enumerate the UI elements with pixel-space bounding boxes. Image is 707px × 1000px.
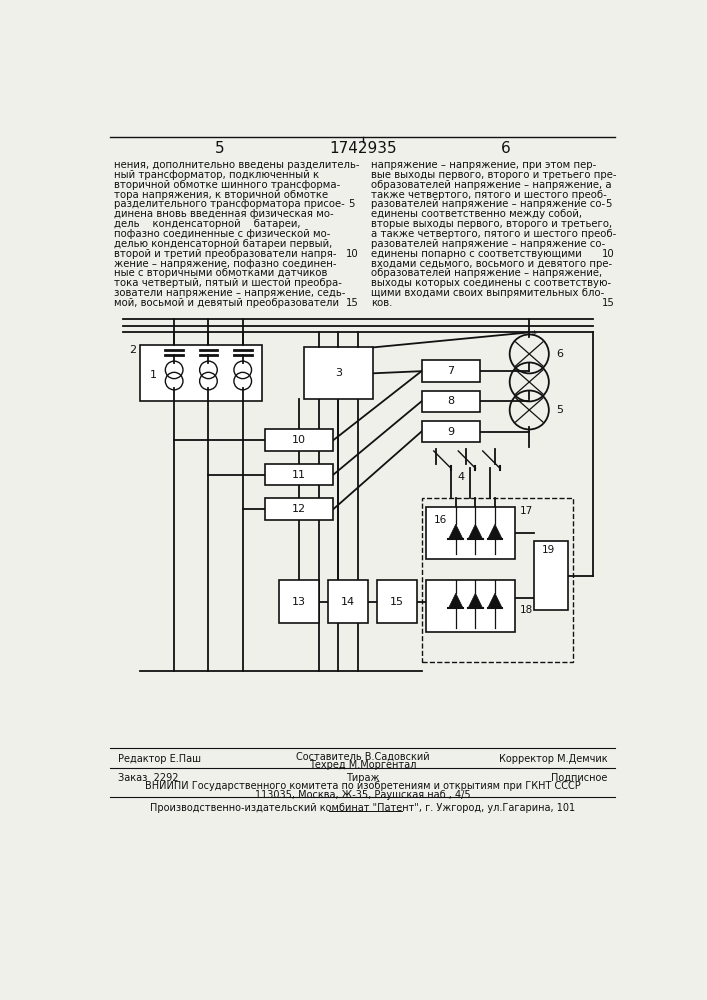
Bar (304, 347, 373, 399)
Text: 1742935: 1742935 (329, 141, 397, 156)
Text: 4: 4 (457, 472, 464, 482)
Text: 13: 13 (292, 597, 306, 607)
Text: тора напряжения, к вторичной обмотке: тора напряжения, к вторичной обмотке (114, 190, 328, 200)
Text: 19: 19 (542, 545, 555, 555)
Text: динена вновь введенная физическая мо-: динена вновь введенная физическая мо- (114, 209, 334, 219)
Text: а также четвертого, пятого и шестого преоб-: а также четвертого, пятого и шестого пре… (371, 229, 617, 239)
Text: Корректор М.Демчик: Корректор М.Демчик (499, 754, 607, 764)
Text: 11: 11 (292, 470, 306, 480)
Text: образователей напряжение – напряжение,: образователей напряжение – напряжение, (371, 268, 602, 278)
Text: ков.: ков. (371, 298, 392, 308)
Text: ВНИИПИ Государственного комитета по изобретениям и открытиям при ГКНТ СССР: ВНИИПИ Государственного комитета по изоб… (145, 781, 580, 791)
Text: 5: 5 (216, 141, 225, 156)
Polygon shape (448, 524, 463, 539)
Text: 5: 5 (605, 199, 612, 209)
Text: вторые выходы первого, второго и третьего,: вторые выходы первого, второго и третьег… (371, 219, 612, 229)
Bar (421, 391, 480, 412)
Text: щими входами своих выпрямительных бло-: щими входами своих выпрямительных бло- (371, 288, 604, 298)
Text: 5: 5 (349, 199, 355, 209)
Text: 15: 15 (602, 298, 615, 308)
Bar (264, 429, 333, 451)
Text: 1: 1 (150, 370, 157, 380)
Text: 10: 10 (346, 249, 358, 259)
Text: единены соответственно между собой,: единены соответственно между собой, (371, 209, 583, 219)
Text: 3: 3 (334, 368, 341, 378)
Bar (378, 580, 416, 623)
Bar (421, 421, 480, 442)
Text: 6: 6 (501, 141, 510, 156)
Text: 15: 15 (390, 597, 404, 607)
Text: 2: 2 (129, 345, 136, 355)
Text: делью конденсаторной батареи первый,: делью конденсаторной батареи первый, (114, 239, 332, 249)
Text: тока четвертый, пятый и шестой преобра-: тока четвертый, пятый и шестой преобра- (114, 278, 341, 288)
Text: выходы которых соединены с соответствую-: выходы которых соединены с соответствую- (371, 278, 612, 288)
Text: Редактор Е.Паш: Редактор Е.Паш (118, 754, 201, 764)
Text: единены попарно с соответствующими: единены попарно с соответствующими (371, 249, 582, 259)
Text: 16: 16 (434, 515, 447, 525)
Text: нения, дополнительно введены разделитель-: нения, дополнительно введены разделитель… (114, 160, 359, 170)
Text: 5: 5 (556, 405, 563, 415)
Bar (534, 541, 568, 610)
Text: напряжение – напряжение, при этом пер-: напряжение – напряжение, при этом пер- (371, 160, 597, 170)
Text: дель    конденсаторной    батареи,: дель конденсаторной батареи, (114, 219, 300, 229)
Text: вторичной обмотке шинного трансформа-: вторичной обмотке шинного трансформа- (114, 180, 340, 190)
Text: 12: 12 (292, 504, 306, 514)
Text: 113035, Москва, Ж-35, Раушская наб., 4/5: 113035, Москва, Ж-35, Раушская наб., 4/5 (255, 790, 471, 800)
Text: ный трансформатор, подключенный к: ный трансформатор, подключенный к (114, 170, 319, 180)
Text: мой, восьмой и девятый преобразователи: мой, восьмой и девятый преобразователи (114, 298, 339, 308)
Polygon shape (468, 593, 483, 608)
Text: входами седьмого, восьмого и девятого пре-: входами седьмого, восьмого и девятого пр… (371, 259, 612, 269)
Text: 6: 6 (556, 349, 563, 359)
Text: пофазно соединенные с физической мо-: пофазно соединенные с физической мо- (114, 229, 330, 239)
Bar (140, 345, 262, 401)
Text: 17: 17 (520, 506, 532, 516)
Bar (329, 580, 368, 623)
Text: Техред М.Моргентал: Техред М.Моргентал (309, 760, 416, 770)
Text: 9: 9 (448, 427, 455, 437)
Text: жение – напряжение, пофазно соединен-: жение – напряжение, пофазно соединен- (114, 259, 337, 269)
Text: также четвертого, пятого и шестого преоб-: также четвертого, пятого и шестого преоб… (371, 190, 607, 200)
Text: Тираж: Тираж (346, 773, 380, 783)
Text: 10: 10 (602, 249, 615, 259)
Bar (426, 580, 515, 632)
Text: Заказ  2292: Заказ 2292 (118, 773, 178, 783)
Polygon shape (448, 593, 463, 608)
Text: Составитель В.Садовский: Составитель В.Садовский (296, 751, 430, 761)
Text: 18: 18 (520, 605, 532, 615)
Text: разделительного трансформатора присое-: разделительного трансформатора присое- (114, 199, 345, 209)
Bar (421, 360, 480, 382)
Text: зователи напряжение – напряжение, седь-: зователи напряжение – напряжение, седь- (114, 288, 345, 298)
Text: Производственно-издательский комбинат "Патент", г. Ужгород, ул.Гагарина, 101: Производственно-издательский комбинат "П… (150, 803, 575, 813)
Text: 7: 7 (448, 366, 455, 376)
Text: 10: 10 (292, 435, 306, 445)
Bar (426, 507, 515, 559)
Text: второй и третий преобразователи напря-: второй и третий преобразователи напря- (114, 249, 337, 259)
Text: образователей напряжение – напряжение, а: образователей напряжение – напряжение, а (371, 180, 612, 190)
Text: 8: 8 (448, 396, 455, 406)
Text: 15: 15 (346, 298, 358, 308)
Polygon shape (488, 593, 502, 608)
Bar (279, 580, 319, 623)
Bar (264, 464, 333, 485)
Bar (421, 498, 573, 662)
Bar (264, 498, 333, 520)
Text: *: * (532, 330, 537, 340)
Text: разователей напряжение – напряжение со-: разователей напряжение – напряжение со- (371, 239, 605, 249)
Polygon shape (488, 524, 502, 539)
Text: разователей напряжение – напряжение со-: разователей напряжение – напряжение со- (371, 199, 605, 209)
Text: ные с вторичными обмотками датчиков: ные с вторичными обмотками датчиков (114, 268, 327, 278)
Text: Подписное: Подписное (551, 773, 607, 783)
Text: 14: 14 (341, 597, 355, 607)
Polygon shape (468, 524, 483, 539)
Text: вые выходы первого, второго и третьего пре-: вые выходы первого, второго и третьего п… (371, 170, 617, 180)
